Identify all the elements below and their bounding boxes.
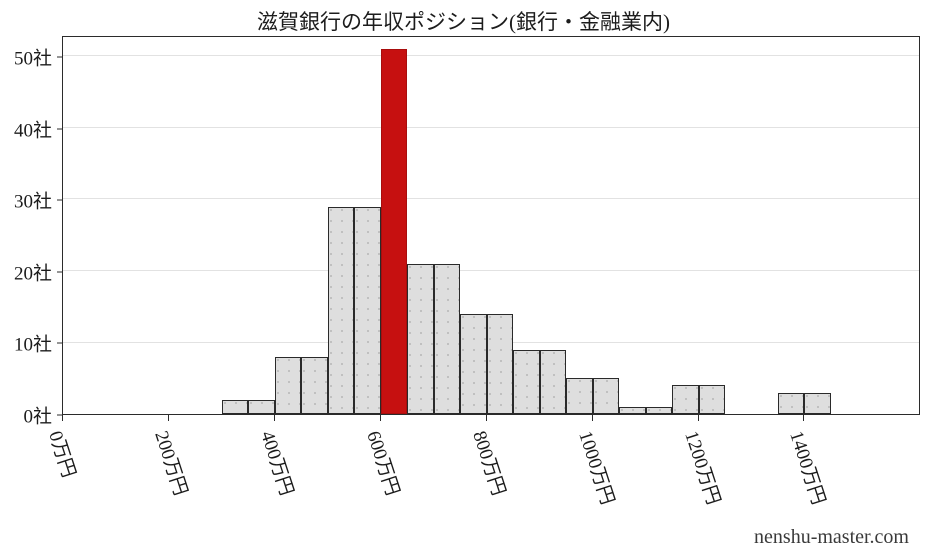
y-tick-mark	[57, 414, 62, 416]
y-tick-mark	[57, 199, 62, 201]
bar	[486, 313, 514, 414]
x-tick-label: 800万円	[467, 428, 509, 499]
bar	[778, 392, 805, 414]
x-tick-label: 1200万円	[679, 428, 724, 508]
y-tick-label: 50社	[13, 48, 52, 70]
bar	[248, 399, 275, 414]
y-tick-label: 30社	[13, 191, 52, 213]
y-tick-mark	[57, 342, 62, 344]
chart-title: 滋賀銀行の年収ポジション(銀行・金融業内)	[257, 10, 670, 34]
x-tick-label: 1400万円	[785, 428, 830, 508]
gridline	[63, 269, 919, 271]
gridline	[63, 55, 919, 57]
x-tick-mark	[591, 415, 593, 421]
x-tick-label: 200万円	[150, 428, 191, 499]
x-tick-label: 400万円	[256, 428, 297, 499]
x-tick-mark	[273, 415, 275, 421]
bar	[274, 356, 302, 414]
x-tick-mark	[62, 415, 63, 421]
x-tick-mark	[697, 415, 699, 421]
y-tick-label: 0社	[23, 406, 52, 428]
y-tick-mark	[57, 56, 62, 58]
bar	[327, 206, 355, 414]
plot-area	[62, 36, 920, 415]
footer-credit: nenshu-master.com	[754, 526, 909, 548]
y-tick-label: 20社	[13, 263, 52, 285]
bar	[407, 263, 434, 414]
bar	[592, 378, 620, 414]
x-axis: 0万円 200万円 400万円 600万円 800万円 1000万円 1200万円 1400万…	[44, 415, 920, 535]
bars-layer	[63, 37, 919, 414]
x-tick-label: 0万円	[44, 428, 79, 481]
bar	[513, 349, 540, 414]
y-tick-mark	[57, 128, 62, 130]
x-tick-label: 600万円	[362, 428, 403, 499]
bar	[672, 385, 699, 414]
bar	[301, 356, 328, 414]
bar	[804, 392, 831, 414]
y-axis: 0社 10社 20社 30社 40社 50社	[0, 36, 62, 428]
x-tick-mark	[485, 415, 487, 421]
bar	[698, 385, 726, 414]
y-tick-mark	[57, 271, 62, 273]
bar	[539, 349, 567, 414]
bar	[566, 378, 593, 414]
bar	[354, 206, 381, 414]
x-tick-mark	[803, 415, 805, 421]
bar	[645, 406, 673, 414]
x-tick-mark	[379, 415, 381, 421]
bar	[221, 399, 249, 414]
y-tick-label: 40社	[13, 120, 52, 142]
y-tick-label: 10社	[13, 334, 52, 356]
bar	[619, 406, 646, 414]
gridline	[63, 198, 919, 200]
gridline	[63, 126, 919, 128]
bar	[433, 263, 461, 414]
x-tick-mark	[167, 415, 169, 421]
bar-highlighted	[380, 49, 408, 414]
x-tick-label: 1000万円	[573, 428, 618, 508]
bar	[460, 313, 487, 414]
